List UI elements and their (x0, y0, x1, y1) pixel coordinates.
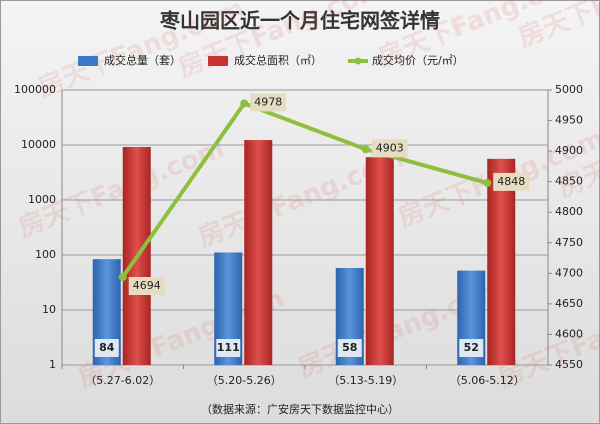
y2-tick-label: 4650 (555, 297, 583, 310)
value-label-box (337, 339, 362, 357)
y2-tick-label: 5000 (555, 83, 583, 96)
line (121, 101, 488, 279)
legend-label: 成交总面积（㎡） (234, 53, 322, 67)
bar (244, 140, 273, 365)
y2-tick-label: 4750 (555, 236, 583, 249)
value-label-box (94, 339, 119, 357)
value-label-box (371, 139, 408, 158)
value-label: 4978 (254, 95, 282, 108)
value-label-box (459, 339, 484, 357)
value-label: 58 (342, 341, 357, 354)
value-label-box (216, 339, 241, 357)
value-label-box (128, 277, 165, 295)
value-label-box (250, 93, 287, 112)
bar (487, 158, 516, 365)
value-label: 52 (464, 341, 479, 354)
y-tick-label: 100 (35, 248, 56, 261)
x-tick-label: （5.06-5.12） (450, 374, 525, 387)
y2-tick-label: 4850 (555, 175, 583, 188)
x-tick-label: （5.13-5.19） (328, 374, 403, 387)
line-marker (118, 273, 127, 281)
source-note: （数据来源：广安房天下数据监控中心） (201, 402, 399, 416)
y-tick-label: 1 (49, 358, 56, 371)
x-tick-label: （5.20-5.26） (207, 374, 282, 387)
y-tick-label: 10 (42, 303, 56, 316)
y-tick-label: 1000 (28, 193, 56, 206)
bar (365, 157, 394, 365)
y2-tick-label: 4900 (555, 144, 583, 157)
y2-tick-label: 4800 (555, 205, 583, 218)
chart-title: 枣山园区近一个月住宅网签详情 (159, 9, 440, 33)
legend-swatch (208, 56, 228, 66)
value-label-box (493, 172, 530, 191)
legend-label: 成交总量（套） (104, 53, 181, 67)
line-marker (240, 99, 249, 108)
legend-swatch (78, 56, 98, 66)
line-marker (483, 178, 492, 187)
value-label: 4694 (133, 279, 161, 292)
y2-tick-label: 4700 (555, 266, 583, 279)
y2-tick-label: 4550 (555, 358, 583, 371)
y-tick-label: 100000 (14, 83, 56, 96)
legend-label: 成交均价（元/㎡） (372, 53, 464, 67)
value-label: 84 (99, 341, 115, 354)
line-marker (361, 145, 370, 154)
value-label: 4848 (497, 175, 525, 188)
y2-tick-label: 4950 (555, 114, 583, 127)
value-label: 111 (217, 341, 240, 354)
x-tick-label: （5.27-6.02） (85, 374, 160, 387)
y-tick-label: 10000 (21, 138, 56, 151)
value-label: 4903 (376, 141, 404, 154)
y2-tick-label: 4600 (555, 327, 583, 340)
legend-swatch (354, 57, 362, 65)
